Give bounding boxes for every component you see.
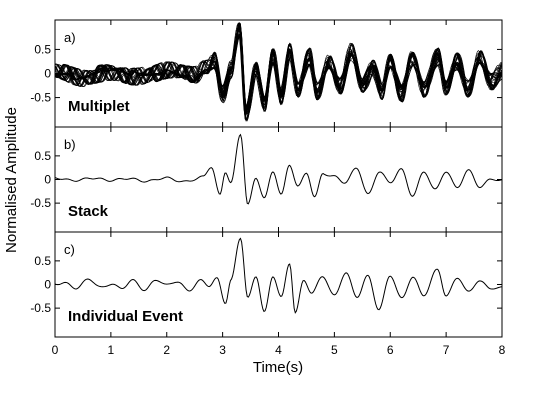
panel-2: 0.5 0 -0.5 b) Stack (30, 126, 503, 233)
panel-label-2: Stack (68, 203, 109, 220)
panel-3: 0.5 0 -0.5 c) Individual Event (30, 231, 503, 338)
panel-tag-1: a) (64, 30, 76, 45)
y-axis-title: Normalised Amplitude (3, 107, 20, 253)
series-line-panel-3 (54, 237, 503, 314)
x-axis-title: Time(s) (253, 359, 303, 376)
x-tick-label-6: 5 (331, 343, 338, 357)
x-tick-label-8: 7 (443, 343, 450, 357)
y-tick-label-panel-3-3: -0.5 (30, 301, 51, 315)
y-tick-label-panel-1-1: 0.5 (34, 42, 51, 56)
x-tick-label-4: 3 (219, 343, 226, 357)
series-line-panel-1-trace-38 (54, 34, 503, 114)
x-tick-label-5: 4 (275, 343, 282, 357)
x-tick-label-1: 0 (52, 343, 59, 357)
series-line-panel-1-trace-36 (54, 25, 503, 114)
x-tick-label-9: 8 (499, 343, 506, 357)
y-tick-label-panel-2-2: 0 (44, 173, 51, 187)
series-line-panel-1-trace-31 (54, 26, 503, 116)
panel-tag-2: b) (64, 137, 76, 152)
panel-label-1: Multiplet (68, 98, 130, 115)
panels-layer: 0.5 0 -0.5 a) Multiplet 0.5 0 -0.5 b) Stack 0.5 0 -0… (30, 19, 506, 357)
x-tick-label-2: 1 (108, 343, 115, 357)
panel-label-3: Individual Event (68, 308, 183, 325)
y-tick-label-panel-2-1: 0.5 (34, 149, 51, 163)
series-line-panel-1-trace-40 (54, 35, 503, 108)
y-tick-label-panel-1-2: 0 (44, 67, 51, 81)
x-tick-label-3: 2 (163, 343, 170, 357)
panel-tag-3: c) (64, 242, 75, 257)
y-tick-label-panel-3-1: 0.5 (34, 254, 51, 268)
series-line-panel-2 (54, 133, 503, 205)
y-tick-label-panel-2-3: -0.5 (30, 196, 51, 210)
series-line-panel-1-trace-37 (54, 32, 503, 118)
x-tick-label-7: 6 (387, 343, 394, 357)
y-tick-label-panel-1-3: -0.5 (30, 91, 51, 105)
panel-1: 0.5 0 -0.5 a) Multiplet (30, 19, 503, 128)
y-tick-label-panel-3-2: 0 (44, 278, 51, 292)
